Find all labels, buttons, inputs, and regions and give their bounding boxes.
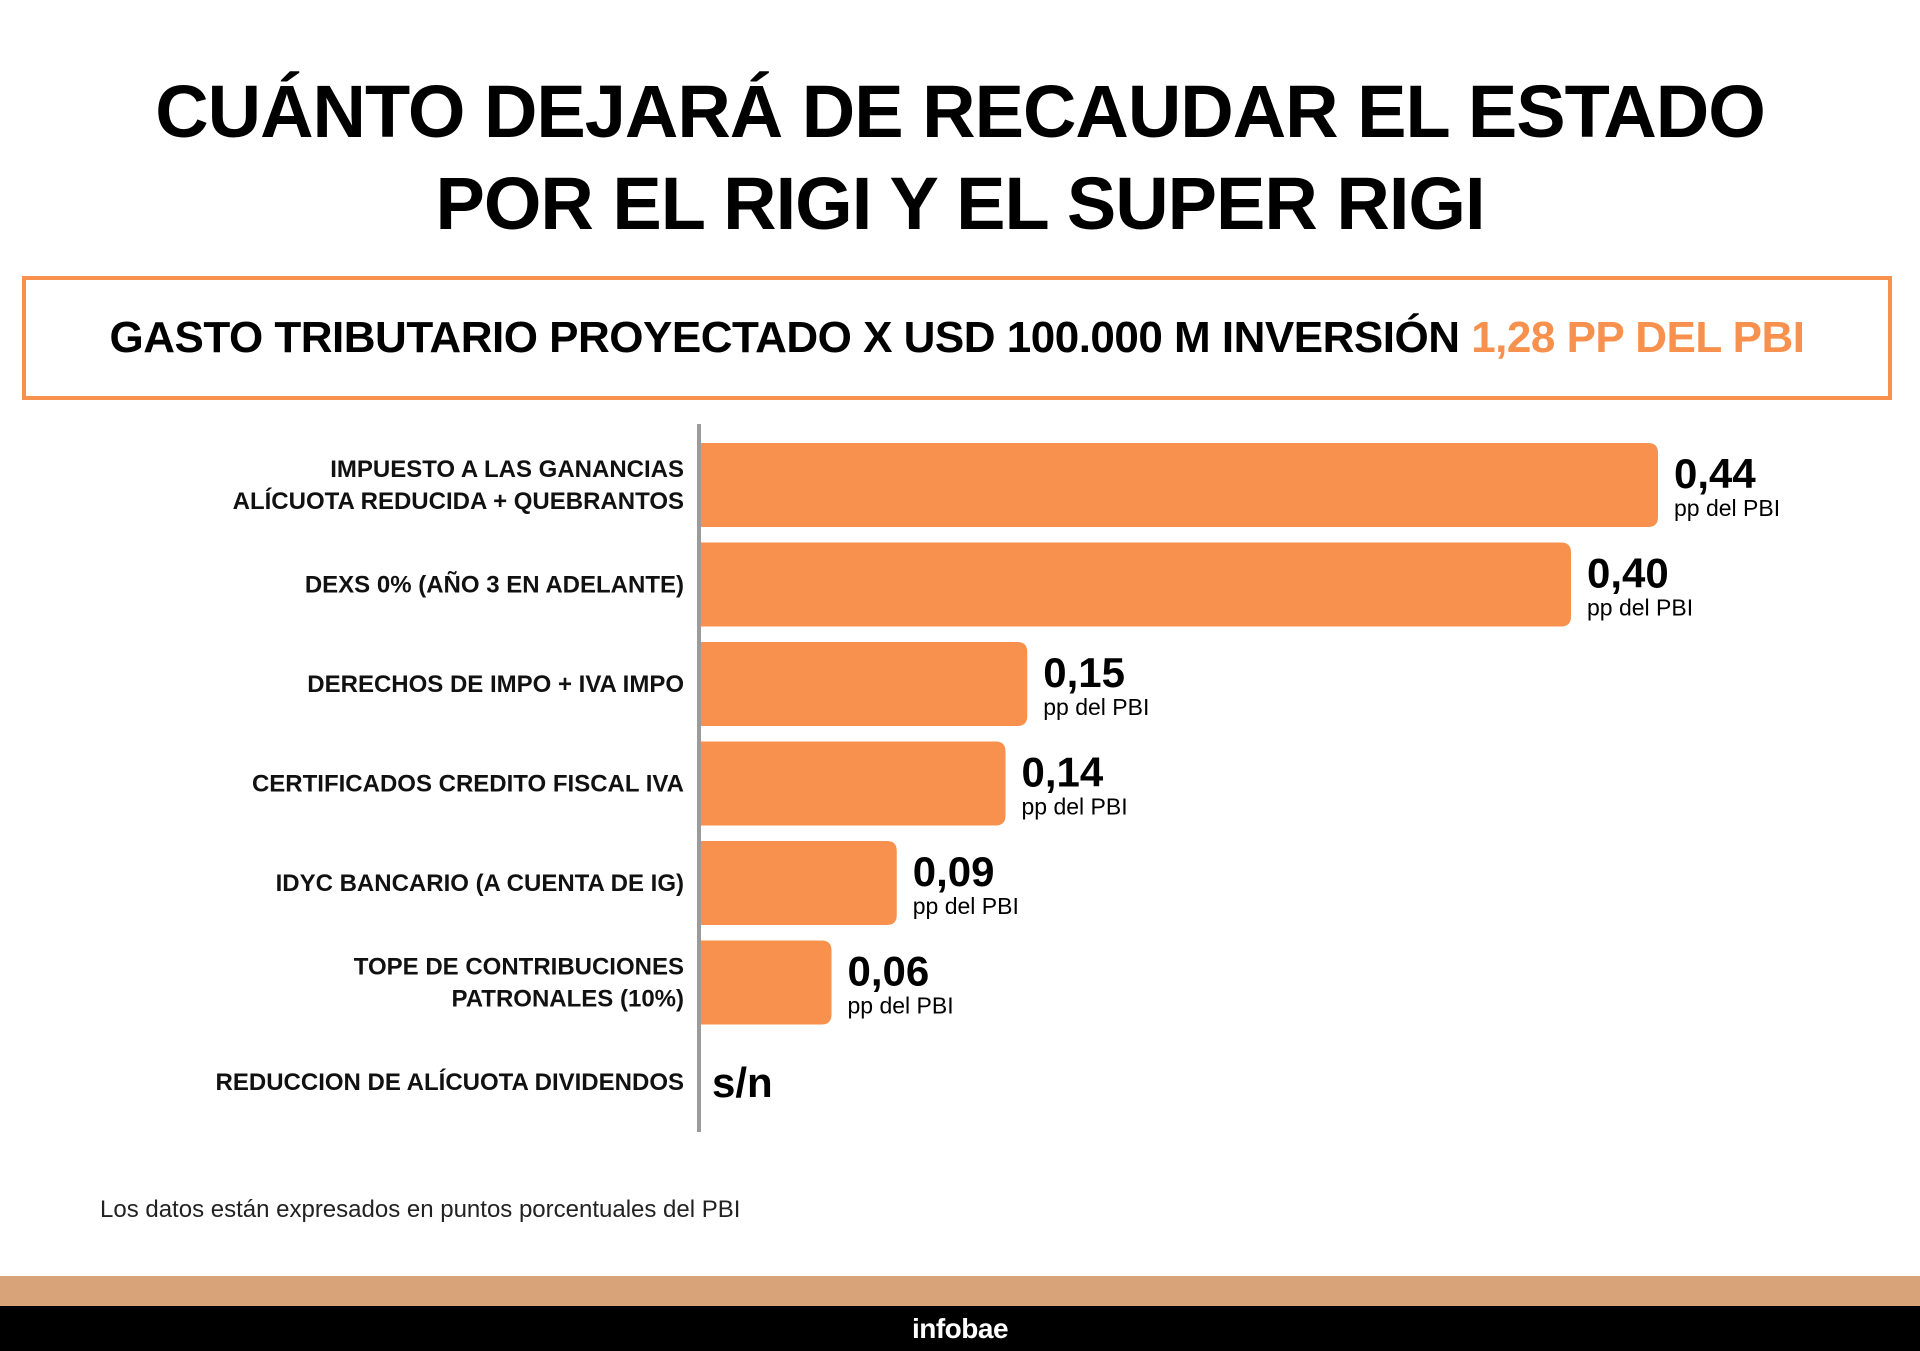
bar-2 xyxy=(701,542,1571,627)
category-label-1: IMPUESTO A LAS GANANCIAS ALÍCUOTA REDUCID… xyxy=(233,456,684,515)
category-label-7: REDUCCION DE ALÍCUOTA DIVIDENDOS xyxy=(216,1068,684,1096)
unit-label-1: pp del PBI xyxy=(1674,495,1780,521)
chart-title-line-1: CUÁNTO DEJARÁ DE RECAUDAR EL ESTADO xyxy=(155,70,1766,153)
unit-label-3: pp del PBI xyxy=(1043,694,1149,720)
bar-5 xyxy=(701,841,897,925)
footnote: Los datos están expresados en puntos por… xyxy=(100,1196,741,1223)
category-label-1-line-2: ALÍCUOTA REDUCIDA + QUEBRANTOS xyxy=(233,487,684,515)
category-label-4: CERTIFICADOS CREDITO FISCAL IVA xyxy=(252,771,684,798)
chart-title-line-2: POR EL RIGI Y EL SUPER RIGI xyxy=(435,162,1485,245)
subtitle-text: GASTO TRIBUTARIO PROYECTADO X USD 100.00… xyxy=(109,313,1472,362)
category-label-5-line-1: IDYC BANCARIO (A CUENTA DE IG) xyxy=(276,870,684,897)
value-label-1: 0,44 xyxy=(1674,450,1756,497)
bar-3 xyxy=(701,642,1028,726)
chart-title: CUÁNTO DEJARÁ DE RECAUDAR EL ESTADO POR … xyxy=(0,66,1920,250)
value-label-6: 0,06 xyxy=(848,948,930,995)
category-label-5: IDYC BANCARIO (A CUENTA DE IG) xyxy=(276,870,684,897)
bar-1 xyxy=(701,443,1658,527)
category-label-3: DERECHOS DE IMPO + IVA IMPO xyxy=(307,671,684,698)
unit-label-2: pp del PBI xyxy=(1587,595,1693,621)
bar-6 xyxy=(701,940,832,1025)
category-label-6: TOPE DE CONTRIBUCIONES PATRONALES (10%) xyxy=(354,954,684,1013)
category-label-2: DEXS 0% (AÑO 3 EN ADELANTE) xyxy=(305,571,684,599)
subtitle-box: GASTO TRIBUTARIO PROYECTADO X USD 100.00… xyxy=(22,276,1892,400)
value-label-5: 0,09 xyxy=(913,848,995,895)
value-label-2: 0,40 xyxy=(1587,550,1669,597)
unit-label-5: pp del PBI xyxy=(913,893,1019,919)
category-label-7-line-1: REDUCCION DE ALÍCUOTA DIVIDENDOS xyxy=(216,1068,684,1096)
value-label-4: 0,14 xyxy=(1022,749,1104,796)
category-label-2-line-1: DEXS 0% (AÑO 3 EN ADELANTE) xyxy=(305,571,684,599)
footer-band xyxy=(0,1276,1920,1306)
category-label-6-line-1: TOPE DE CONTRIBUCIONES xyxy=(354,954,684,981)
subtitle: GASTO TRIBUTARIO PROYECTADO X USD 100.00… xyxy=(110,313,1805,363)
value-label-7: s/n xyxy=(712,1059,773,1106)
unit-label-6: pp del PBI xyxy=(848,993,954,1019)
footer-bar: infobae xyxy=(0,1306,1920,1351)
subtitle-total: 1,28 PP DEL PBI xyxy=(1471,313,1805,362)
value-label-3: 0,15 xyxy=(1043,649,1125,696)
category-label-1-line-1: IMPUESTO A LAS GANANCIAS xyxy=(330,456,684,483)
unit-label-4: pp del PBI xyxy=(1022,794,1128,820)
category-label-6-line-2: PATRONALES (10%) xyxy=(452,986,684,1013)
category-label-4-line-1: CERTIFICADOS CREDITO FISCAL IVA xyxy=(252,771,684,798)
brand-logo: infobae xyxy=(911,1312,1009,1344)
bar-4 xyxy=(701,741,1006,826)
category-label-3-line-1: DERECHOS DE IMPO + IVA IMPO xyxy=(307,671,684,698)
